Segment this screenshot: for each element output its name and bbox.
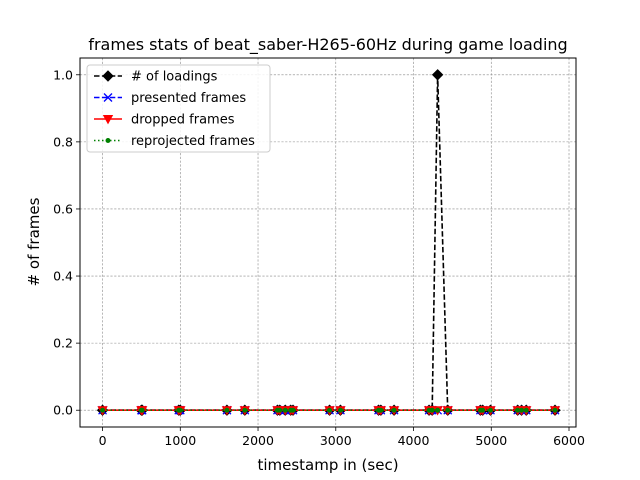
data-point — [378, 407, 384, 413]
y-tick-label: 0.8 — [53, 134, 73, 149]
legend-label: presented frames — [131, 91, 246, 106]
x-tick-label: 3000 — [320, 433, 352, 448]
data-point — [327, 407, 333, 413]
y-tick-label: 0.0 — [53, 403, 73, 418]
legend-item: dropped frames — [94, 113, 235, 128]
x-tick-label: 2000 — [242, 433, 274, 448]
legend-box — [86, 64, 271, 153]
series-3 — [100, 407, 558, 413]
x-tick-label: 6000 — [553, 433, 585, 448]
legend-marker — [102, 70, 114, 82]
legend-item: presented frames — [94, 91, 246, 106]
data-point — [429, 407, 435, 413]
y-tick-label: 0.2 — [53, 336, 73, 351]
data-point — [100, 407, 106, 413]
data-point — [337, 407, 343, 413]
data-point — [515, 407, 521, 413]
legend-item: reprojected frames — [94, 134, 255, 149]
x-tick-label: 1000 — [164, 433, 196, 448]
data-point — [242, 407, 248, 413]
y-tick-label: 0.4 — [53, 269, 73, 284]
x-tick-label: 4000 — [398, 433, 430, 448]
plot-frame — [79, 57, 577, 428]
data-point — [552, 407, 558, 413]
data-point — [282, 407, 288, 413]
data-point — [487, 407, 493, 413]
legend-label: reprojected frames — [131, 134, 255, 149]
series-layer — [96, 69, 561, 416]
legend-label: dropped frames — [131, 113, 235, 128]
y-axis-label: # of frames — [25, 197, 43, 286]
legend-label: # of loadings — [131, 70, 218, 85]
y-tick-label: 0.6 — [53, 201, 73, 216]
data-point — [177, 407, 183, 413]
legend-marker — [103, 93, 113, 102]
ticks: 0 1000 2000 3000 4000 5000 6000 0.0 0.2 0.4 0.6 0.8… — [53, 67, 585, 448]
data-point — [435, 407, 441, 413]
data-point — [224, 407, 230, 413]
data-point — [391, 407, 397, 413]
data-point — [431, 69, 444, 81]
legend: # of loadings presented frames dropped fra… — [86, 64, 271, 153]
chart-title: frames stats of beat_saber-H265-60Hz dur… — [88, 35, 567, 55]
legend-item: # of loadings — [94, 70, 218, 85]
data-point — [139, 407, 145, 413]
data-point — [445, 407, 451, 413]
data-point — [277, 407, 283, 413]
x-tick-label: 5000 — [475, 433, 507, 448]
legend-marker — [102, 115, 114, 125]
data-point — [523, 407, 529, 413]
data-point — [480, 407, 486, 413]
x-axis-label: timestamp in (sec) — [257, 456, 398, 474]
x-tick-label: 0 — [99, 433, 107, 448]
data-point — [290, 407, 296, 413]
data-point — [519, 407, 525, 413]
legend-marker — [105, 138, 111, 143]
y-tick-label: 1.0 — [53, 67, 73, 82]
